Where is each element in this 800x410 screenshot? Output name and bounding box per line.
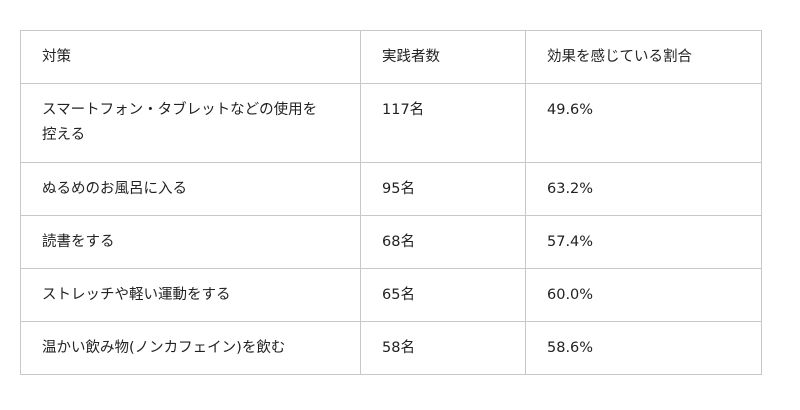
table-row: 読書をする 68名 57.4%: [20, 215, 762, 269]
header-practitioners: 実践者数: [360, 30, 526, 84]
cell-practitioners: 65名: [360, 268, 526, 322]
table-header-row: 対策 実践者数 効果を感じている割合: [20, 30, 762, 84]
cell-measure: 温かい飲み物(ノンカフェイン)を飲む: [20, 321, 361, 375]
cell-effect-rate: 49.6%: [525, 83, 762, 163]
table-row: ぬるめのお風呂に入る 95名 63.2%: [20, 162, 762, 216]
cell-measure: 読書をする: [20, 215, 361, 269]
data-table: 対策 実践者数 効果を感じている割合 スマートフォン・タブレットなどの使用を控え…: [20, 30, 762, 375]
cell-effect-rate: 57.4%: [525, 215, 762, 269]
cell-practitioners: 68名: [360, 215, 526, 269]
table-row: 温かい飲み物(ノンカフェイン)を飲む 58名 58.6%: [20, 321, 762, 375]
cell-measure: ストレッチや軽い運動をする: [20, 268, 361, 322]
cell-practitioners: 95名: [360, 162, 526, 216]
header-effect-rate: 効果を感じている割合: [525, 30, 762, 84]
cell-practitioners: 117名: [360, 83, 526, 163]
cell-effect-rate: 63.2%: [525, 162, 762, 216]
table-row: ストレッチや軽い運動をする 65名 60.0%: [20, 268, 762, 322]
cell-effect-rate: 58.6%: [525, 321, 762, 375]
cell-practitioners: 58名: [360, 321, 526, 375]
table-row: スマートフォン・タブレットなどの使用を控える 117名 49.6%: [20, 83, 762, 163]
cell-measure: ぬるめのお風呂に入る: [20, 162, 361, 216]
header-measure: 対策: [20, 30, 361, 84]
cell-effect-rate: 60.0%: [525, 268, 762, 322]
cell-measure: スマートフォン・タブレットなどの使用を控える: [20, 83, 361, 163]
